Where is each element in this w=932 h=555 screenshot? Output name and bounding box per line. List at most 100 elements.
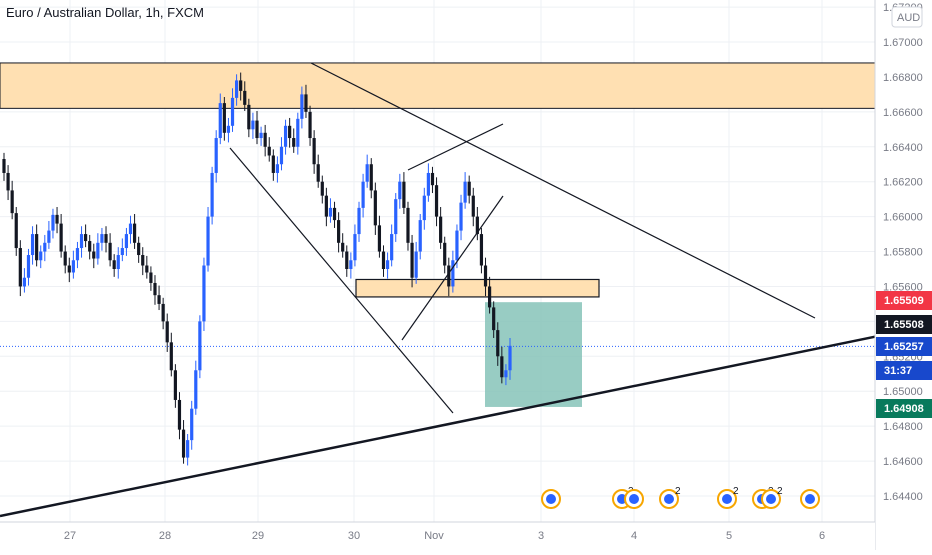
support-box [355,278,600,298]
candle [447,257,451,297]
candle [267,137,271,162]
candle [214,130,218,183]
svg-text:1.64908: 1.64908 [884,403,924,415]
candle [296,112,300,155]
candle [124,227,129,256]
svg-text:31:37: 31:37 [884,365,912,377]
candle [475,207,479,241]
candle [467,175,471,204]
candle [165,313,169,352]
candle [292,128,296,153]
candle [55,207,59,234]
candle [300,86,304,129]
time-axis[interactable]: 27 28 29 30 Nov 3 4 5 6 [0,521,875,550]
candle [157,285,161,311]
candle [430,166,435,194]
time-axis-bg [0,522,875,550]
candle [239,72,243,101]
candle [418,213,422,260]
candle [341,233,345,258]
event-icon [541,489,561,509]
candle [177,392,182,440]
candle [75,241,80,269]
time-tick-label: 30 [348,530,360,542]
candle [283,119,288,155]
candle [210,166,214,225]
candle [390,224,394,267]
time-tick-label: 28 [159,530,171,542]
price-tick-label: 1.64600 [883,456,923,468]
price-tick-label: 1.64400 [883,491,923,503]
candle [18,240,22,297]
price-tick-label: 1.66600 [883,107,923,119]
candle [394,193,398,242]
candle [132,213,137,249]
candle [316,154,320,188]
candle [243,81,247,111]
candle [226,117,231,143]
candle [308,105,312,146]
price-tick-label: 1.66200 [883,177,923,189]
candle [251,112,255,139]
candle [259,126,263,146]
candle [63,245,67,274]
candle [128,215,133,244]
candle [43,234,47,262]
candle [230,88,235,132]
event-icon [800,489,820,509]
support-trendline [0,323,932,518]
candle [332,201,337,228]
event-badge-count: 2 [777,486,783,497]
candle [373,182,377,235]
candle [320,175,324,204]
candle [22,268,27,293]
candle [353,224,357,267]
candle [173,364,177,408]
candle [186,434,190,466]
candle [153,275,157,305]
candle [398,173,402,209]
price-label: 1.65509 [876,291,932,310]
rising-wedge-lower [401,195,504,341]
candle [67,257,71,283]
svg-text:1.65257: 1.65257 [884,341,924,353]
candle [402,172,406,214]
candle [422,187,426,230]
candle [377,215,382,258]
candle [304,84,308,118]
svg-text:1.65509: 1.65509 [884,295,924,307]
candle [100,227,104,251]
candle [451,250,455,293]
candle [141,247,145,276]
candle [279,137,284,171]
price-tick-label: 1.65800 [883,247,923,259]
candle [137,236,141,263]
candle [337,212,341,253]
candle [324,187,328,227]
candle [288,117,292,148]
descending-trendline [310,62,816,319]
price-label: 1.64908 [876,399,932,418]
candle [345,245,349,277]
candle [79,226,84,258]
candle [92,243,96,269]
rising-wedge-upper [407,123,504,171]
candle [71,250,75,279]
candle [39,245,43,269]
candle [369,158,373,199]
event-icon: 2 [761,486,783,509]
event-icon: 2 [659,486,681,509]
symbol-title: Euro / Australian Dollar, 1h, FXCM [6,5,204,20]
price-axis[interactable]: 1.672001.670001.668001.666001.664001.662… [874,0,932,550]
candle [263,124,267,157]
time-tick-label: 29 [252,530,264,542]
candle [202,257,206,331]
candle [10,180,14,220]
candle [2,152,6,181]
price-label: 31:37 [876,361,932,380]
time-tick-label: 4 [631,530,637,542]
candle [116,247,120,279]
currency-badge [891,6,923,28]
